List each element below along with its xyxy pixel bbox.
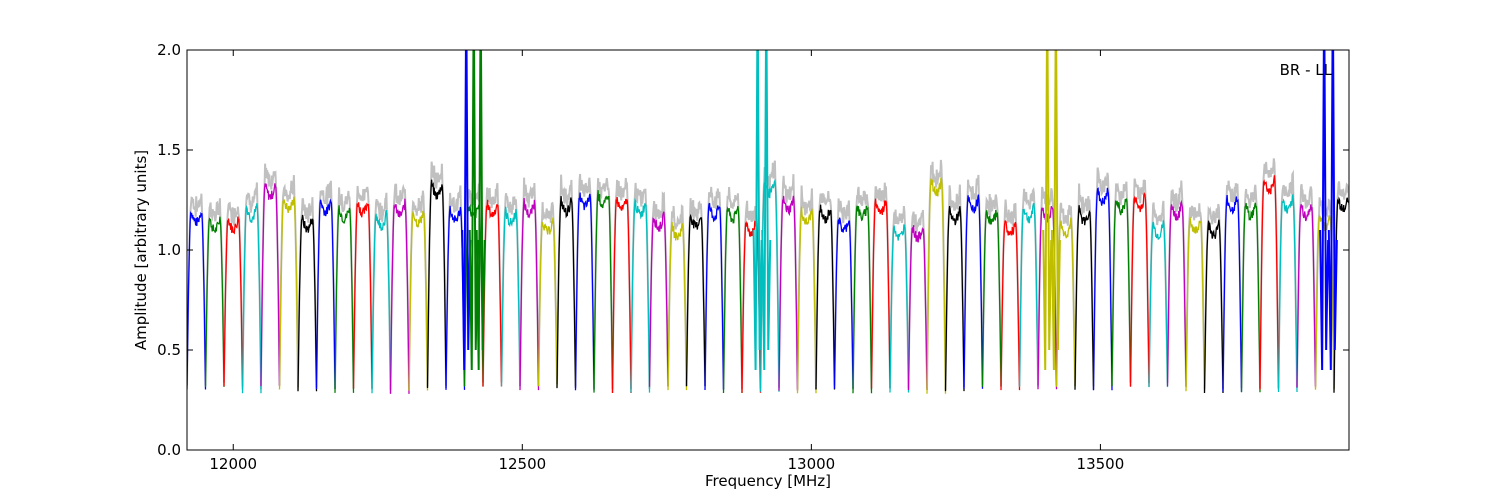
axis-ticks: 12000 12500 13000 13500 0.0 0.5 1.0 1.5 2.0 [157,41,1349,473]
channel-line [815,204,836,390]
channel-line [445,205,466,390]
channel-line [630,197,651,393]
channel-line [1092,187,1113,391]
channel-line [1240,202,1261,393]
channel-line [870,198,891,389]
channel-line [889,224,910,393]
channel-line [1277,193,1298,393]
spike-line [1042,50,1053,371]
channel-line [741,220,762,393]
channel-line [426,179,447,389]
channel-line [704,202,725,391]
x-axis-label: Frequency [MHz] [705,472,831,490]
channel-line [260,183,281,387]
channel-line [1203,219,1224,394]
channel-line [611,197,632,394]
spike-line [461,50,472,371]
channel-line [667,222,688,391]
channel-line [1000,220,1021,391]
channel-line [648,211,669,387]
channel-line [1222,195,1243,392]
channel-line [778,195,799,391]
channel-line [722,205,743,394]
channel-line [1259,175,1280,390]
channel-line [1185,217,1206,392]
y-tick-label: 1.5 [157,141,181,159]
channel-line [981,209,1002,387]
channel-line [574,192,595,391]
channel-series [187,175,1349,394]
channel-line [685,213,706,387]
channel-line [241,203,262,394]
spike-line [752,50,763,371]
channel-line [334,205,355,393]
spike-series [461,50,1338,371]
channel-line [278,196,299,390]
x-tick-label: 13500 [1077,455,1125,473]
channel-line [1018,202,1039,387]
channel-line [519,197,540,391]
channel-line [315,198,336,390]
channel-line [204,216,225,387]
channel-line [759,178,780,392]
channel-line [1055,217,1076,387]
channel-line [1037,205,1058,390]
y-axis-label: Amplitude [arbitrary units] [132,150,150,350]
y-tick-label: 1.0 [157,241,181,259]
channel-line [833,217,854,389]
channel-line [187,210,207,390]
channel-line [482,199,503,387]
channel-line [408,209,429,391]
spike-line [1050,50,1061,371]
channel-line [223,216,244,387]
x-tick-label: 13000 [787,455,835,473]
channel-line [1074,205,1095,390]
y-tick-label: 0.0 [157,441,181,459]
spike-line [475,50,486,371]
channel-line [907,225,928,391]
channel-line [352,202,373,389]
channel-line [1148,220,1169,388]
y-tick-label: 2.0 [157,41,181,59]
channel-line [796,206,817,394]
channel-line [944,205,965,392]
channel-line [1296,204,1317,388]
channel-line [537,217,558,387]
channel-line [1166,199,1187,387]
channel-line [389,198,410,394]
spike-line [761,50,772,371]
channel-line [371,209,392,394]
channel-line [593,189,614,393]
channel-line [500,206,521,387]
channel-line [963,194,984,389]
x-tick-label: 12000 [209,455,257,473]
channel-line [556,196,577,389]
channel-line [297,214,318,392]
spike-line [1327,50,1338,371]
channel-line [1111,198,1132,387]
spike-line [1319,50,1330,371]
channel-line [1129,192,1150,387]
baseline-annotation: BR - LL [1280,61,1333,79]
channel-line [926,177,947,394]
spike-line [468,50,479,371]
x-tick-label: 12500 [498,455,546,473]
channel-line [1333,196,1349,393]
y-tick-label: 0.5 [157,341,181,359]
channel-line [852,205,873,394]
